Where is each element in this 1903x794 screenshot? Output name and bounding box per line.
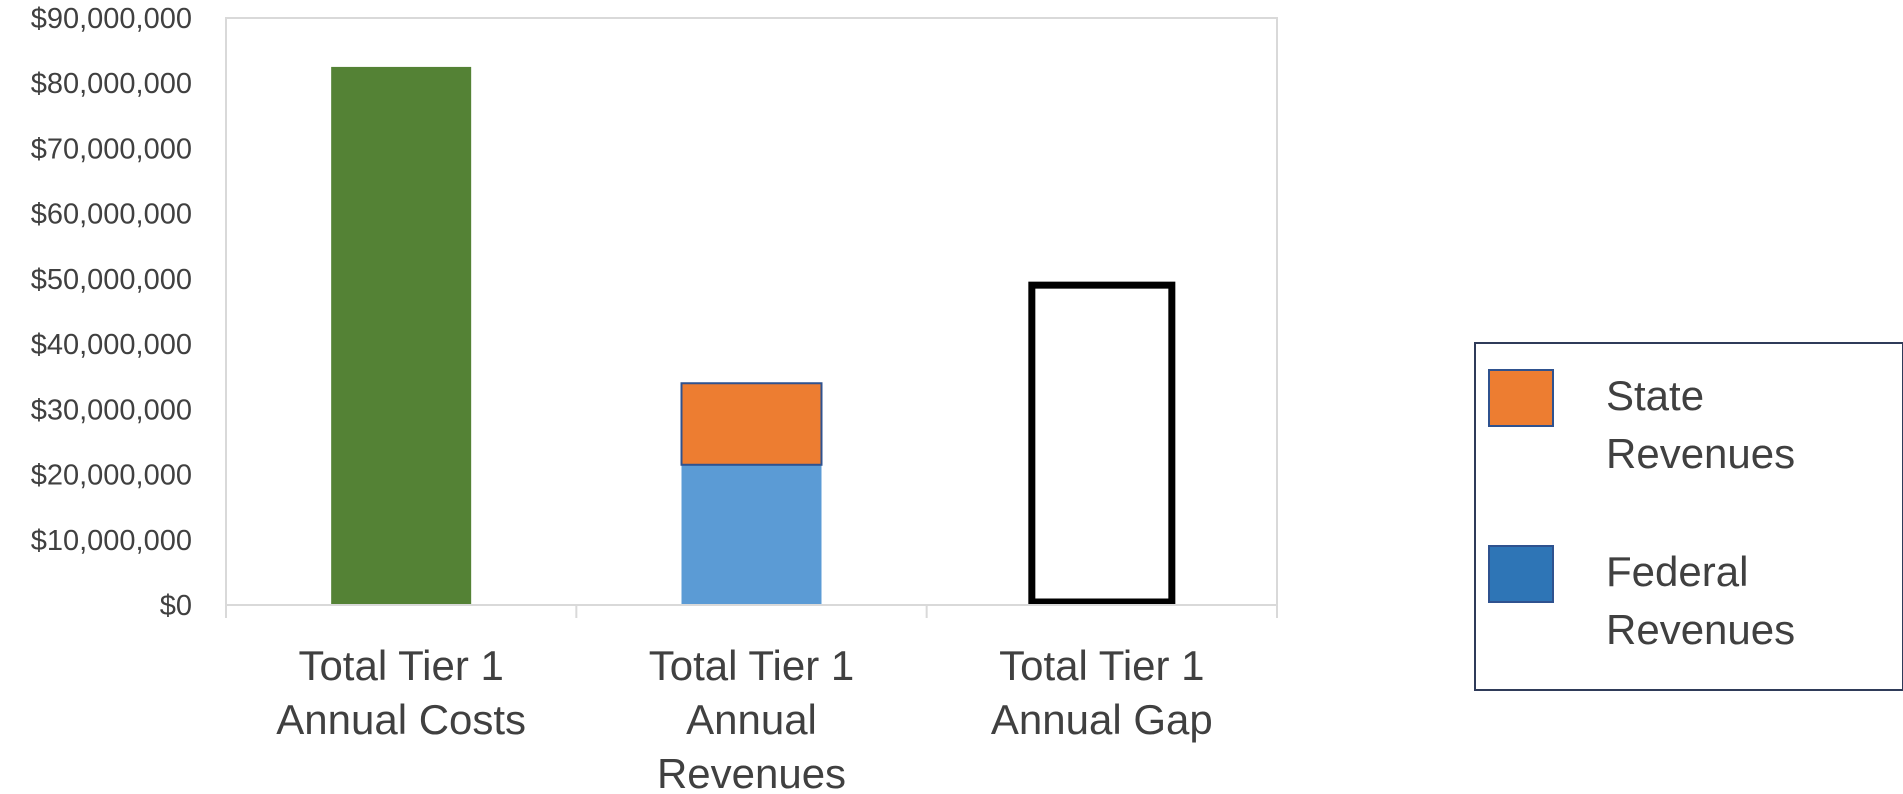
- y-tick-label: $30,000,000: [31, 394, 192, 426]
- bar-1-segment-2: [680, 382, 823, 466]
- legend-label: Revenues: [1606, 606, 1795, 653]
- y-tick-label: $70,000,000: [31, 133, 192, 165]
- y-tick-label: $90,000,000: [31, 3, 192, 35]
- legend-swatch: [1488, 369, 1554, 427]
- x-category-label: Revenues: [657, 750, 846, 794]
- legend-label: State: [1606, 372, 1704, 419]
- x-axis-labels: Total Tier 1 Annual Costs Total Tier 1 Annu…: [276, 642, 1212, 794]
- y-tick-label: $50,000,000: [31, 264, 192, 296]
- x-category-label: Annual: [686, 696, 817, 743]
- y-axis-ticks: $0 $10,000,000 $20,000,000 $30,000,000 $40,0…: [31, 3, 192, 622]
- legend-swatch: [1488, 545, 1554, 603]
- y-tick-label: $60,000,000: [31, 199, 192, 231]
- legend: State Revenues Federal Revenues: [1474, 342, 1903, 691]
- bar-1-segment-1: [681, 464, 822, 605]
- x-category-label: Annual Costs: [276, 696, 526, 743]
- legend-label: Revenues: [1606, 430, 1795, 477]
- bar-2-segment-3: [1028, 281, 1176, 606]
- bars: [331, 66, 1176, 606]
- y-tick-label: $10,000,000: [31, 525, 192, 557]
- x-category-label: Total Tier 1: [649, 642, 854, 689]
- legend-label: Federal: [1606, 548, 1748, 595]
- y-tick-label: $0: [160, 590, 192, 622]
- y-tick-label: $20,000,000: [31, 460, 192, 492]
- y-tick-label: $40,000,000: [31, 329, 192, 361]
- x-category-label: Annual Gap: [991, 696, 1213, 743]
- x-category-label: Total Tier 1: [298, 642, 503, 689]
- x-axis: [225, 604, 1278, 618]
- bar-0-segment-0: [331, 66, 472, 605]
- y-tick-label: $80,000,000: [31, 68, 192, 100]
- x-category-label: Total Tier 1: [999, 642, 1204, 689]
